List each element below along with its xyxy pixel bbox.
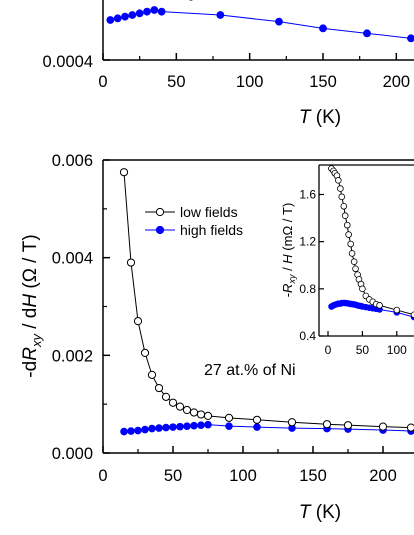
y-axis-title: -dRxy / dH (Ω / T) (20, 234, 44, 377)
x-tick-label: 150 (299, 467, 327, 485)
data-point-open (196, 410, 206, 419)
data-point-open (335, 177, 342, 184)
data-point-open (406, 423, 414, 432)
data-point-filled (169, 423, 177, 431)
data-point-open (338, 193, 346, 201)
inset-y-tick-label: 0.8 (299, 282, 316, 296)
data-point-filled (204, 420, 212, 429)
x-tick-label: 150 (309, 73, 337, 91)
x-axis-title: T (K) (299, 502, 341, 523)
data-point-open (133, 317, 143, 326)
data-point-filled (128, 11, 137, 19)
data-point-filled (113, 14, 122, 23)
data-point-filled (121, 12, 129, 21)
y-tick-label: 0.0004 (43, 53, 93, 71)
legend-label: low fields (180, 204, 238, 220)
legend-marker (155, 225, 165, 235)
y-tick-label: 0.004 (52, 250, 93, 268)
data-point-open (341, 212, 349, 220)
data-point-open (147, 370, 157, 379)
data-point-open (168, 398, 178, 407)
data-point-open (126, 258, 136, 267)
legend-label: high fields (180, 222, 243, 238)
annotation-composition: 27 at.% of Ni (204, 362, 296, 379)
x-tick-label: 200 (383, 73, 411, 91)
y-tick-label: 0.002 (52, 347, 93, 365)
data-point-open (189, 408, 199, 417)
inset-panel: 0.4 0.8 1.2 1.6 0 50 100 -Rxy / H (mΩ / T) (280, 164, 414, 357)
inset-y-tick-label: 0.4 (299, 329, 316, 343)
data-point-filled (135, 9, 144, 18)
inset-y-tick-label: 1.2 (299, 235, 316, 249)
data-point-open (350, 258, 358, 266)
data-point-filled (275, 17, 283, 26)
x-tick-label: 100 (236, 73, 264, 91)
data-point-filled (162, 423, 170, 432)
data-point-open (182, 405, 192, 415)
top-panel: 0 50 100 150 200 0.0004 T (K) (43, 0, 414, 128)
x-tick-label: 200 (369, 467, 397, 485)
main-panel: 0.000 0.002 0.004 0.006 0 50 100 150 200 low fiel… (20, 152, 414, 523)
data-point-filled (127, 427, 135, 435)
data-point-filled (253, 423, 261, 431)
inset-x-tick-label: 100 (387, 343, 407, 357)
x-tick-label: 50 (167, 73, 185, 91)
data-point-open (175, 402, 185, 411)
data-point-open (154, 383, 164, 393)
data-point-open (376, 302, 383, 309)
data-point-open (352, 265, 359, 273)
data-point-filled (143, 7, 151, 16)
data-point-open (161, 392, 171, 401)
data-point-filled (150, 6, 159, 14)
data-point-open (287, 418, 297, 427)
inset-x-tick-label: 0 (325, 343, 332, 357)
data-point-filled (407, 34, 414, 43)
data-point-open (252, 415, 262, 424)
data-point-open (343, 421, 353, 430)
x-tick-label: 0 (98, 73, 107, 91)
data-point-open (393, 306, 401, 314)
data-point-filled (183, 422, 191, 430)
y-tick-label: 0.006 (52, 152, 93, 170)
data-point-filled (197, 421, 205, 429)
data-point-filled (216, 11, 225, 19)
data-point-open (340, 202, 348, 210)
data-point-filled (120, 427, 128, 436)
data-point-open (410, 311, 414, 319)
inset-x-tick-label: 50 (356, 343, 370, 357)
legend-marker (155, 207, 165, 217)
inset-y-tick-label: 1.6 (299, 187, 316, 201)
data-point-open (224, 413, 234, 422)
data-point-open (203, 411, 213, 420)
data-point-open (119, 168, 129, 177)
data-point-open (359, 285, 366, 293)
legend: low fields high fields (145, 204, 243, 238)
y-tick-label: 0.000 (52, 445, 93, 463)
x-tick-label: 100 (229, 467, 257, 485)
data-point-open (347, 240, 355, 248)
data-point-filled (148, 424, 156, 433)
data-point-open (322, 420, 332, 429)
data-point-filled (319, 24, 327, 33)
x-tick-label: 0 (98, 467, 107, 485)
data-point-filled (176, 422, 184, 431)
data-point-open (345, 231, 352, 238)
x-axis-title: T (K) (299, 107, 341, 128)
data-point-filled (363, 29, 371, 38)
data-point-open (378, 422, 388, 431)
data-point-open (343, 221, 351, 229)
data-point-filled (190, 421, 198, 430)
data-point-open (337, 185, 344, 192)
data-point-open (140, 348, 150, 357)
data-point-filled (141, 425, 149, 434)
data-point-filled (134, 426, 142, 435)
data-point-filled (157, 7, 166, 16)
inset-y-axis-title: -Rxy / H (mΩ / T) (280, 203, 297, 298)
data-point-filled (106, 16, 115, 24)
data-point-filled (225, 422, 233, 430)
data-point-filled (155, 424, 163, 432)
x-tick-label: 50 (164, 467, 182, 485)
data-point-open (348, 250, 356, 257)
